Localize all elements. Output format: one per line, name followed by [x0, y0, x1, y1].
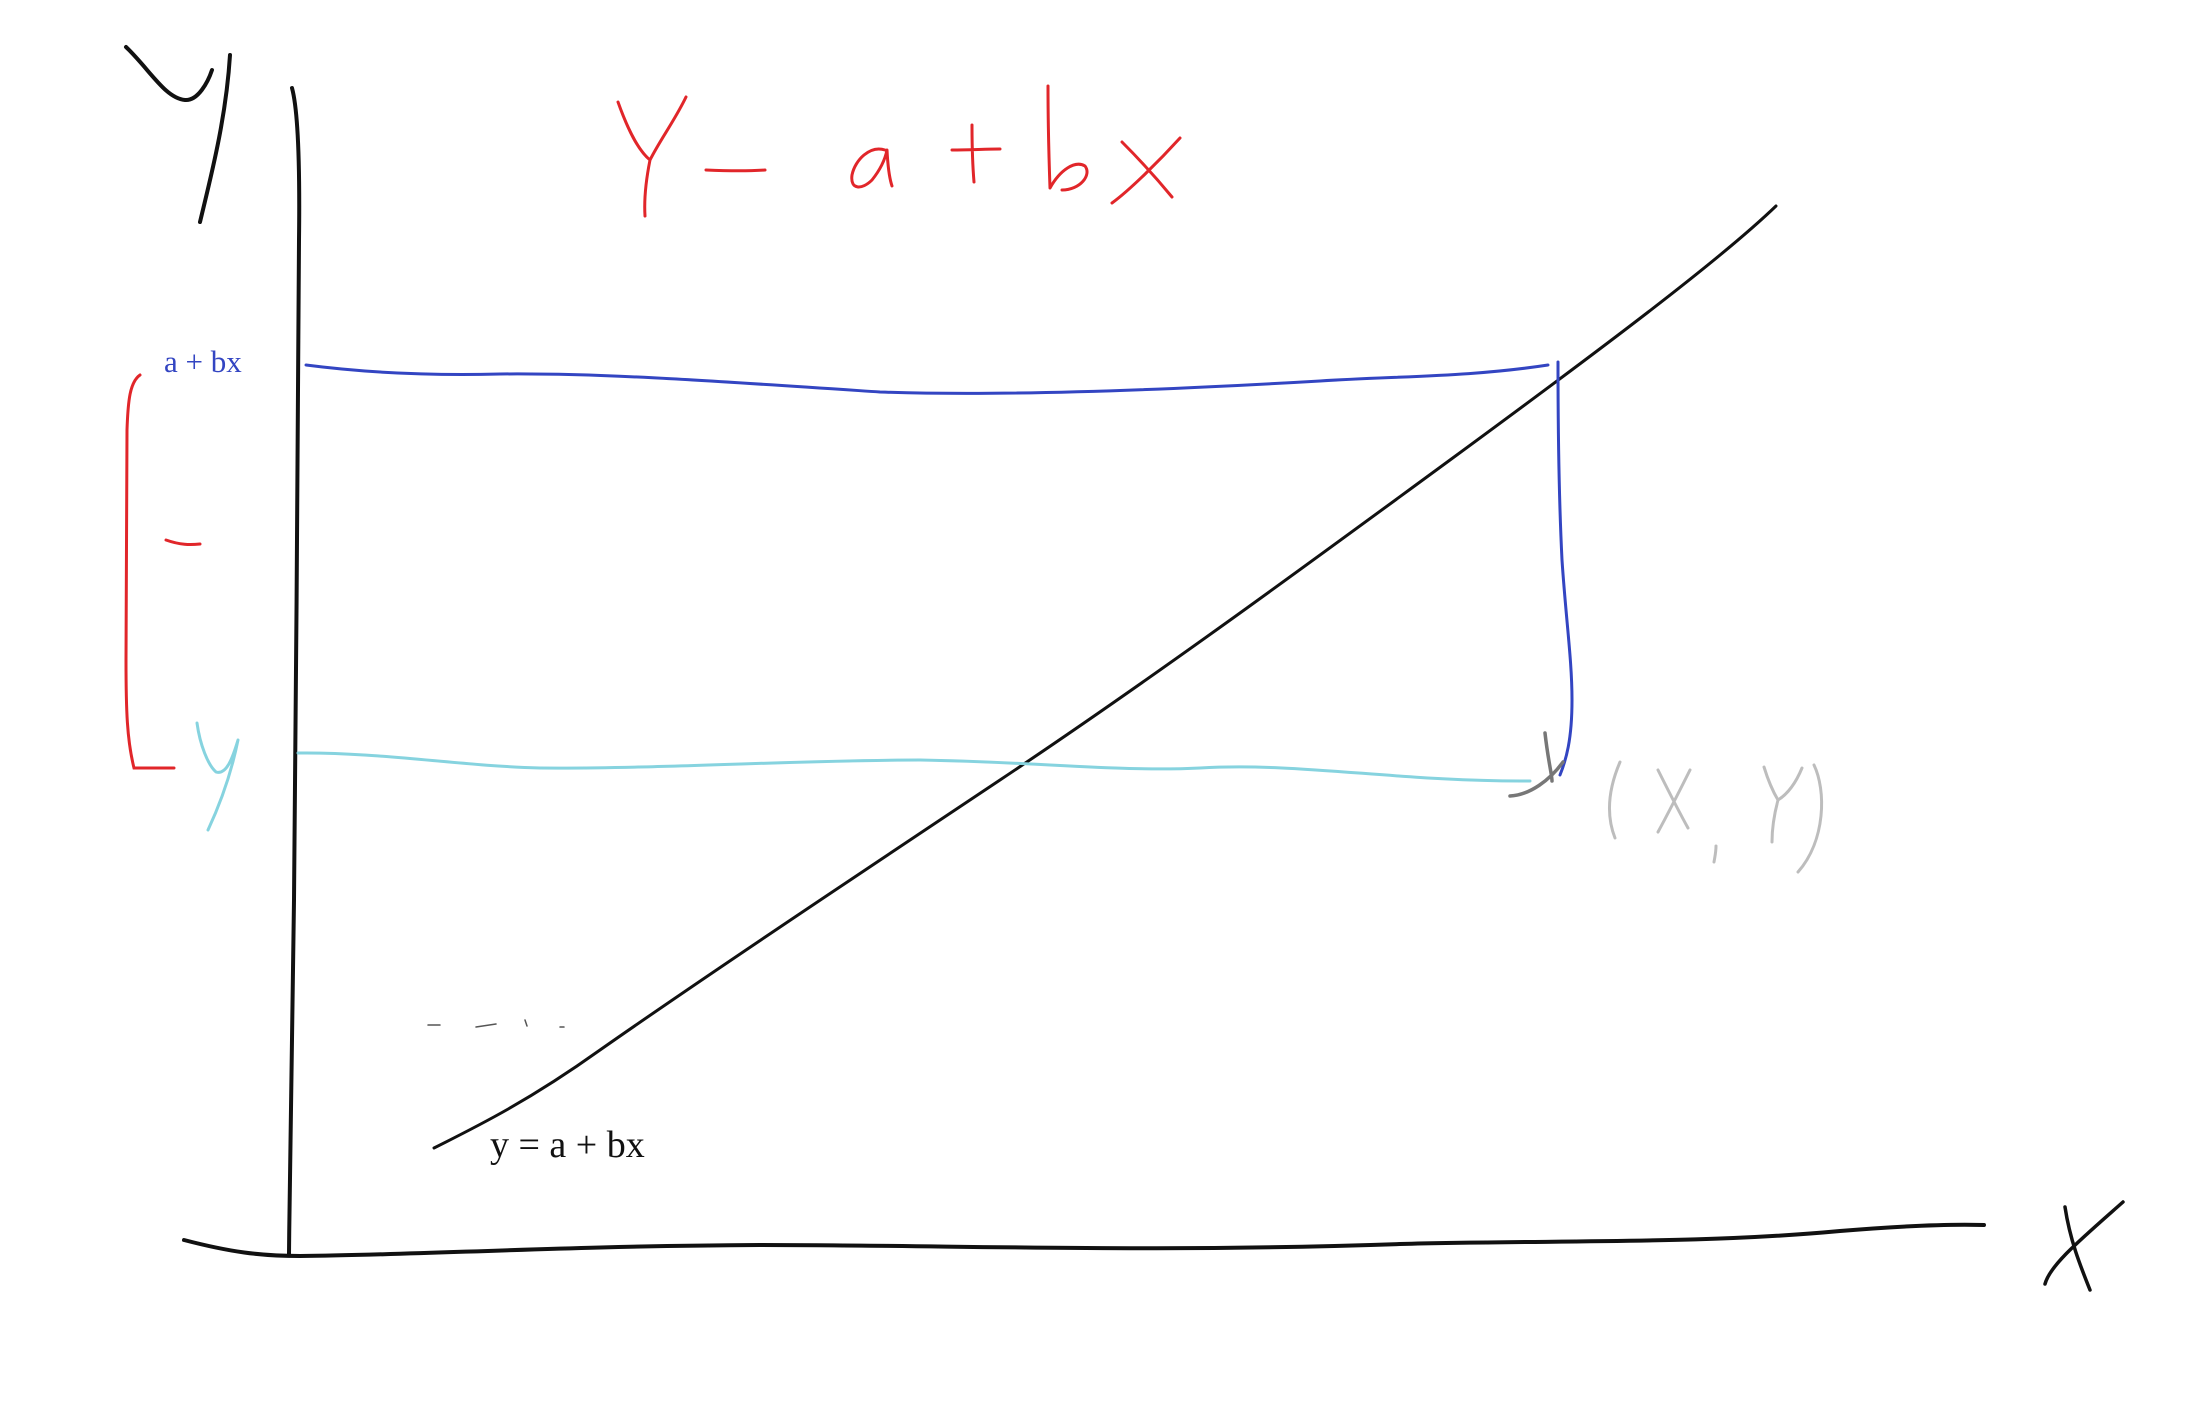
residual-bracket	[124, 373, 176, 770]
fitted-value-drop	[1556, 360, 1574, 777]
fitted-value-line	[304, 363, 1550, 395]
regression-line	[432, 204, 1778, 1150]
residual-marker	[164, 538, 202, 546]
point-label	[1607, 760, 1824, 874]
x-axis-label	[2043, 1200, 2125, 1292]
point-mark	[1508, 731, 1565, 798]
observed-value-label	[195, 721, 240, 832]
stray-marks	[427, 1019, 565, 1028]
y-axis	[287, 86, 302, 1256]
title	[616, 84, 1182, 218]
fitted-value-label: a + bx	[164, 344, 242, 379]
x-axis	[182, 1222, 1986, 1259]
line-label: y = a + bx	[490, 1124, 645, 1166]
observed-value-line	[296, 751, 1532, 783]
y-axis-label	[124, 45, 232, 224]
